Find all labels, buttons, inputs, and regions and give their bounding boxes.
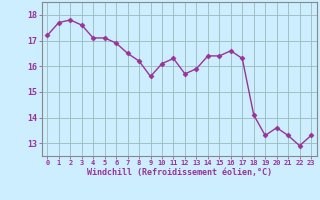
X-axis label: Windchill (Refroidissement éolien,°C): Windchill (Refroidissement éolien,°C) [87,168,272,177]
